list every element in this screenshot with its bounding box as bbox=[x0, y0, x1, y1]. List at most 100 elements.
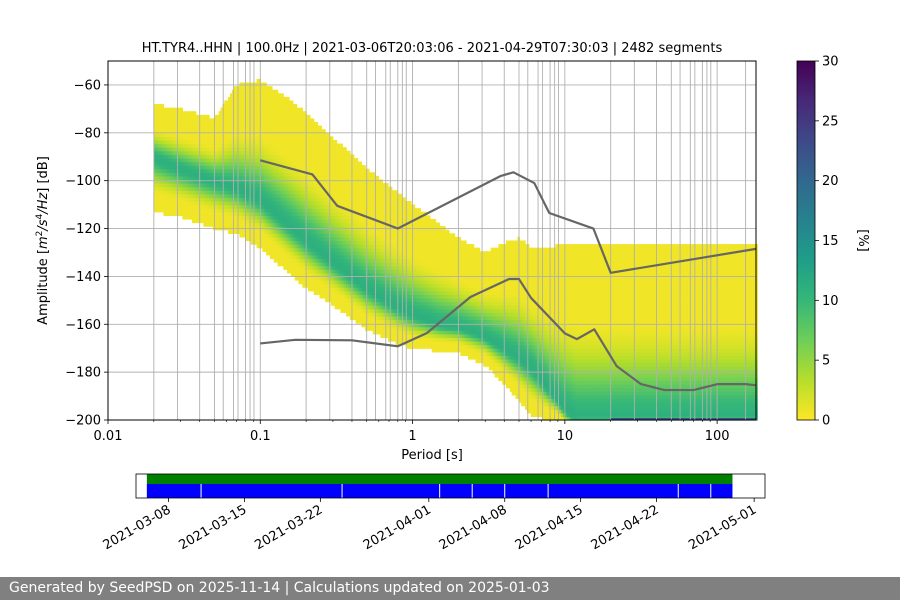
heatmap-cell bbox=[302, 157, 305, 163]
heatmap-cell bbox=[330, 265, 334, 270]
heatmap-cell bbox=[309, 157, 313, 163]
heatmap-cell bbox=[342, 168, 345, 173]
heatmap-cell bbox=[323, 283, 326, 288]
heatmap-cell bbox=[229, 147, 233, 152]
heatmap-cell bbox=[199, 122, 203, 127]
heatmap-cell bbox=[306, 175, 309, 181]
heatmap-cell bbox=[349, 315, 353, 321]
heatmap-cell bbox=[349, 154, 353, 159]
heatmap-cell bbox=[218, 114, 222, 120]
heatmap-cell bbox=[239, 147, 242, 152]
heatmap-cell bbox=[216, 122, 220, 127]
heatmap-cell bbox=[340, 301, 343, 306]
heatmap-cell bbox=[203, 204, 206, 209]
heatmap-cell bbox=[277, 147, 281, 152]
heatmap-cell bbox=[338, 258, 341, 263]
heatmap-cell bbox=[368, 172, 372, 177]
heatmap-cell bbox=[353, 301, 357, 306]
heatmap-cell bbox=[279, 132, 282, 137]
heatmap-cell bbox=[209, 168, 212, 173]
heatmap-cell bbox=[237, 222, 241, 227]
heatmap-cell bbox=[348, 175, 351, 181]
heatmap-cell bbox=[308, 215, 311, 220]
heatmap-cell bbox=[250, 175, 254, 181]
heatmap-cell bbox=[300, 147, 303, 152]
heatmap-cell bbox=[178, 201, 182, 206]
heatmap-cell bbox=[235, 86, 239, 91]
heatmap-cell bbox=[256, 211, 260, 216]
heatmap-cell bbox=[188, 154, 191, 159]
heatmap-cell bbox=[332, 208, 336, 213]
heatmap-cell bbox=[336, 254, 340, 260]
heatmap-cell bbox=[308, 276, 311, 281]
heatmap-cell bbox=[294, 215, 298, 220]
heatmap-cell bbox=[269, 183, 273, 188]
heatmap-cell bbox=[288, 179, 292, 184]
heatmap-cell bbox=[277, 129, 281, 134]
heatmap-cell bbox=[254, 129, 258, 134]
heatmap-cell bbox=[296, 183, 300, 188]
heatmap-cell bbox=[199, 183, 203, 188]
heatmap-cell bbox=[220, 179, 223, 184]
heatmap-cell bbox=[277, 96, 281, 102]
heatmap-cell bbox=[262, 215, 265, 220]
heatmap-cell bbox=[290, 190, 294, 195]
heatmap-cell bbox=[273, 211, 277, 216]
heatmap-cell bbox=[224, 175, 227, 181]
heatmap-cell bbox=[182, 165, 185, 170]
heatmap-cell bbox=[380, 279, 383, 285]
heatmap-cell bbox=[174, 136, 178, 141]
heatmap-cell bbox=[380, 186, 383, 191]
heatmap-cell bbox=[229, 229, 233, 234]
heatmap-cell bbox=[313, 240, 317, 245]
heatmap-cell bbox=[188, 193, 191, 199]
heatmap-cell bbox=[349, 218, 353, 224]
heatmap-cell bbox=[321, 132, 324, 137]
heatmap-cell bbox=[313, 179, 317, 184]
heatmap-cell bbox=[359, 276, 362, 281]
heatmap-cell bbox=[264, 233, 267, 238]
heatmap-cell bbox=[256, 157, 260, 163]
heatmap-cell bbox=[351, 208, 355, 213]
heatmap-cell bbox=[287, 218, 290, 224]
heatmap-cell bbox=[268, 211, 271, 216]
heatmap-cell bbox=[382, 222, 385, 227]
heatmap-cell bbox=[294, 139, 298, 145]
heatmap-cell bbox=[346, 312, 349, 317]
heatmap-cell bbox=[330, 165, 334, 170]
heatmap-cell bbox=[327, 139, 330, 145]
heatmap-cell bbox=[233, 229, 237, 234]
heatmap-cell bbox=[163, 161, 166, 166]
heatmap-cell bbox=[378, 211, 381, 216]
heatmap-cell bbox=[163, 183, 166, 188]
heatmap-cell bbox=[247, 157, 250, 163]
heatmap-cell bbox=[229, 179, 233, 184]
heatmap-cell bbox=[256, 104, 260, 109]
heatmap-cell bbox=[207, 197, 210, 202]
heatmap-cell bbox=[309, 132, 313, 137]
heatmap-cell bbox=[338, 143, 341, 148]
heatmap-cell bbox=[355, 183, 359, 188]
heatmap-cell bbox=[349, 236, 353, 242]
heatmap-cell bbox=[264, 175, 267, 181]
heatmap-cell bbox=[287, 262, 290, 267]
heatmap-cell bbox=[186, 154, 189, 159]
heatmap-cell bbox=[300, 154, 303, 159]
heatmap-cell bbox=[197, 143, 201, 148]
heatmap-cell bbox=[336, 247, 340, 252]
heatmap-cell bbox=[334, 265, 338, 270]
heatmap-cell bbox=[199, 139, 203, 145]
heatmap-cell bbox=[279, 183, 282, 188]
heatmap-cell bbox=[290, 147, 294, 152]
heatmap-cell bbox=[361, 197, 364, 202]
heatmap-cell bbox=[346, 305, 349, 310]
heatmap-cell bbox=[209, 143, 212, 148]
heatmap-cell bbox=[157, 197, 161, 202]
heatmap-cell bbox=[220, 211, 223, 216]
heatmap-cell bbox=[199, 215, 203, 220]
heatmap-cell bbox=[288, 193, 292, 199]
heatmap-cell bbox=[218, 215, 222, 220]
heatmap-cell bbox=[159, 136, 163, 141]
heatmap-cell bbox=[340, 244, 343, 249]
heatmap-cell bbox=[300, 244, 303, 249]
